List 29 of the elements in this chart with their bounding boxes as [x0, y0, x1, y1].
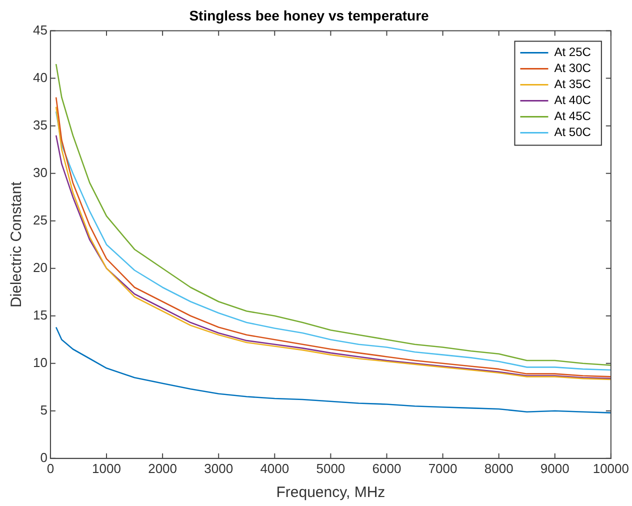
legend-label: At 25C — [554, 45, 592, 60]
y-tick-label: 0 — [40, 450, 48, 465]
y-tick-label: 40 — [32, 70, 48, 85]
y-tick-label: 20 — [32, 260, 48, 275]
y-tick-label: 10 — [32, 354, 48, 370]
x-tick-label: 3000 — [204, 460, 234, 476]
x-tick-label: 6000 — [372, 460, 402, 476]
y-tick-label: 15 — [32, 307, 48, 322]
y-axis-title: Dielectric Constant — [8, 180, 26, 308]
y-tick-label: 30 — [32, 164, 48, 180]
x-tick-label: 1000 — [92, 460, 121, 476]
y-tick-label: 45 — [32, 22, 48, 38]
y-tick-label: 25 — [32, 212, 48, 228]
x-tick-label: 5000 — [316, 460, 346, 476]
y-tick-label: 5 — [40, 402, 48, 418]
legend-label: At 30C — [554, 61, 592, 76]
y-tick-label: 35 — [32, 117, 48, 132]
legend-label: At 45C — [554, 109, 592, 124]
x-axis-title: Frequency, MHz — [276, 484, 386, 502]
x-tick-label: 4000 — [260, 460, 290, 476]
x-tick-label: 7000 — [428, 460, 458, 476]
legend-label: At 35C — [554, 77, 592, 92]
x-tick-label: 10000 — [592, 460, 630, 476]
x-tick-label: 2000 — [148, 460, 178, 476]
x-tick-label: 8000 — [484, 460, 514, 476]
legend-label: At 50C — [554, 125, 592, 140]
legend-label: At 40C — [554, 93, 592, 108]
x-tick-label: 9000 — [540, 460, 570, 476]
chart-title: Stingless bee honey vs temperature — [189, 7, 430, 24]
